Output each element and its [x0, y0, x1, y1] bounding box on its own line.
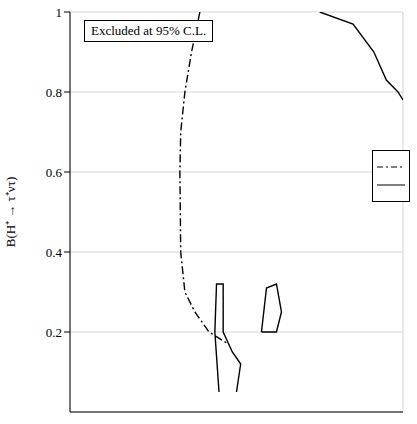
html-text:Excluded at 95% C.L.: Excluded at 95% C.L.	[91, 23, 207, 38]
svg-text:0.6: 0.6	[46, 165, 63, 180]
svg-text:0.8: 0.8	[46, 85, 62, 100]
svg-text:1: 1	[56, 5, 63, 20]
svg-text:0.4: 0.4	[46, 245, 63, 260]
svg-text:0.2: 0.2	[46, 325, 62, 340]
svg-text:B(H⁺ → τ⁺ντ): B(H⁺ → τ⁺ντ)	[8, 177, 18, 248]
